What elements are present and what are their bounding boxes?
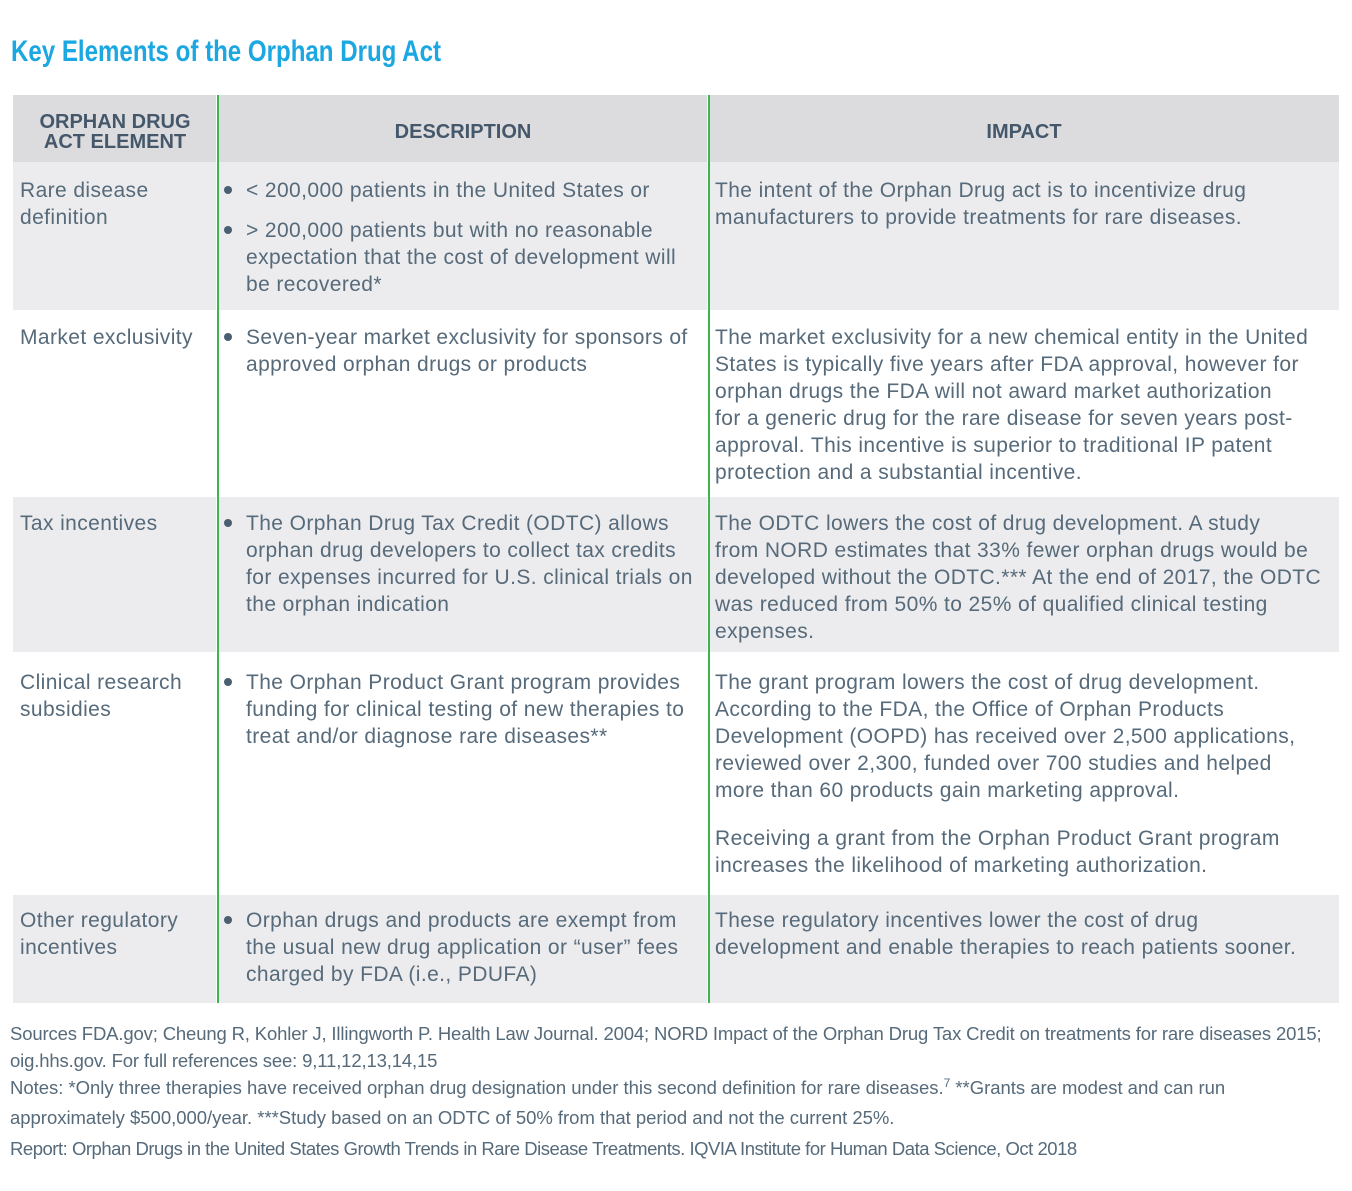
svg-text:Key Elements of the Orphan Dru: Key Elements of the Orphan Drug Act <box>11 35 441 68</box>
